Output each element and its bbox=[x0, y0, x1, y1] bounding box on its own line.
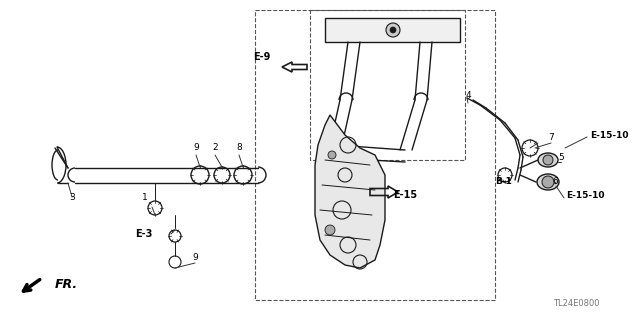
Circle shape bbox=[386, 23, 400, 37]
Text: 2: 2 bbox=[212, 144, 218, 152]
Text: FR.: FR. bbox=[55, 278, 78, 292]
Circle shape bbox=[542, 176, 554, 188]
Text: 4: 4 bbox=[465, 91, 471, 100]
Text: 6: 6 bbox=[552, 176, 558, 186]
Text: E-15-10: E-15-10 bbox=[590, 130, 628, 139]
Text: 9: 9 bbox=[193, 144, 199, 152]
Ellipse shape bbox=[537, 174, 559, 190]
Circle shape bbox=[325, 225, 335, 235]
Text: 9: 9 bbox=[192, 254, 198, 263]
Polygon shape bbox=[315, 115, 385, 268]
Text: 7: 7 bbox=[548, 133, 554, 143]
Text: B-1: B-1 bbox=[495, 176, 512, 186]
Text: E-15-10: E-15-10 bbox=[566, 191, 605, 201]
Circle shape bbox=[543, 155, 553, 165]
Text: 1: 1 bbox=[142, 192, 148, 202]
Polygon shape bbox=[325, 18, 460, 42]
Bar bbox=[310, 10, 465, 160]
Text: E-3: E-3 bbox=[134, 229, 152, 239]
Bar bbox=[255, 10, 495, 300]
Circle shape bbox=[328, 151, 336, 159]
Text: TL24E0800: TL24E0800 bbox=[554, 299, 600, 308]
Text: 5: 5 bbox=[558, 153, 564, 162]
Text: E-15: E-15 bbox=[393, 190, 417, 200]
Text: 3: 3 bbox=[69, 192, 75, 202]
Ellipse shape bbox=[538, 153, 558, 167]
Text: 8: 8 bbox=[236, 144, 242, 152]
Circle shape bbox=[390, 27, 396, 33]
Text: E-9: E-9 bbox=[253, 52, 270, 62]
